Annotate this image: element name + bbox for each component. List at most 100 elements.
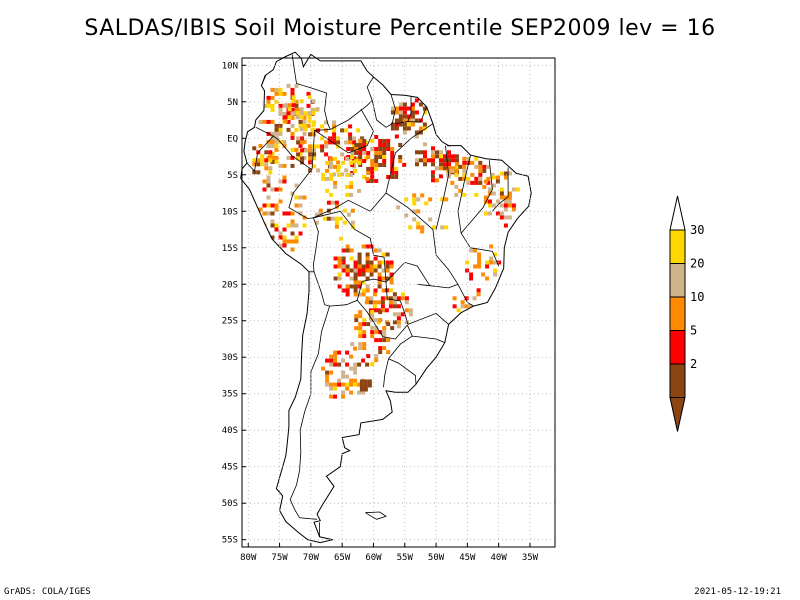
percentile-cell <box>361 268 366 273</box>
percentile-cell <box>337 350 342 355</box>
percentile-cell <box>365 268 370 273</box>
percentile-cell <box>330 200 335 205</box>
percentile-cell <box>443 166 447 171</box>
percentile-cell <box>308 156 313 161</box>
percentile-cell <box>478 180 483 185</box>
percentile-cell <box>420 193 425 198</box>
percentile-cell <box>447 150 451 155</box>
percentile-cell <box>374 318 379 323</box>
percentile-cell <box>268 166 273 171</box>
percentile-cell <box>469 248 474 253</box>
lon-tick-label: 70W <box>303 553 320 563</box>
percentile-cell <box>416 197 421 202</box>
percentile-cell <box>333 358 338 363</box>
percentile-cell <box>341 288 346 293</box>
percentile-cell <box>359 379 364 384</box>
percentile-cell <box>415 162 419 167</box>
percentile-cell <box>374 159 379 163</box>
percentile-cell <box>362 334 367 339</box>
percentile-cell <box>325 378 330 383</box>
percentile-cell <box>410 114 415 119</box>
percentile-cell <box>493 252 498 257</box>
percentile-cell <box>337 264 342 269</box>
percentile-cell <box>332 132 337 137</box>
percentile-cell <box>361 280 366 285</box>
percentile-cell <box>358 322 363 327</box>
percentile-cell <box>366 167 371 171</box>
percentile-cell <box>402 106 407 111</box>
percentile-cell <box>394 167 399 171</box>
lon-tick-label: 45W <box>459 553 476 563</box>
percentile-cell <box>299 115 304 120</box>
percentile-cell <box>374 358 379 363</box>
percentile-cell <box>412 193 417 198</box>
percentile-cell <box>422 110 427 115</box>
border-panama-colombia <box>261 75 267 86</box>
percentile-cell <box>392 300 397 305</box>
percentile-cell <box>333 256 338 261</box>
percentile-cell <box>361 264 366 269</box>
percentile-cell <box>354 151 359 155</box>
percentile-cell <box>324 144 329 149</box>
percentile-cell <box>266 103 271 108</box>
percentile-cell <box>460 300 465 305</box>
percentile-cell <box>378 318 383 323</box>
percentile-cell <box>274 147 279 152</box>
percentile-cell <box>444 197 449 202</box>
percentile-cell <box>344 140 349 145</box>
percentile-cell <box>349 366 354 371</box>
percentile-cell <box>329 160 334 165</box>
percentile-cell <box>381 268 386 273</box>
percentile-cell <box>406 126 411 131</box>
percentile-cell <box>329 382 334 387</box>
percentile-cell <box>390 175 395 179</box>
percentile-cell <box>353 366 358 371</box>
percentile-cell <box>385 264 390 269</box>
percentile-cell <box>357 280 362 285</box>
percentile-cell <box>477 252 482 257</box>
percentile-cell <box>282 243 287 248</box>
percentile-cell <box>419 158 423 163</box>
percentile-cell <box>357 292 362 297</box>
percentile-cell <box>266 195 271 200</box>
percentile-cell <box>352 144 357 149</box>
percentile-cell <box>390 171 395 175</box>
percentile-cell <box>469 276 474 281</box>
percentile-cell <box>435 150 439 155</box>
percentile-cell <box>372 300 377 305</box>
percentile-cell <box>358 330 363 335</box>
percentile-cell <box>270 107 275 112</box>
percentile-cell <box>290 191 295 196</box>
percentile-cell <box>381 260 386 265</box>
percentile-cell <box>404 300 409 305</box>
percentile-cell <box>392 292 397 297</box>
percentile-cell <box>483 195 488 200</box>
percentile-cell <box>491 191 496 196</box>
percentile-cell <box>345 362 350 367</box>
percentile-cell <box>470 160 475 165</box>
percentile-cell <box>377 264 382 269</box>
percentile-cell <box>400 292 405 297</box>
percentile-cell <box>314 212 319 217</box>
percentile-cell <box>452 296 457 301</box>
percentile-cell <box>287 115 292 120</box>
percentile-cell <box>431 178 435 183</box>
percentile-cell <box>396 312 401 317</box>
percentile-cell <box>382 163 387 167</box>
percentile-cell <box>278 131 283 136</box>
percentile-cell <box>380 304 385 309</box>
percentile-cell <box>428 217 433 222</box>
percentile-cell <box>353 382 358 387</box>
percentile-cell <box>299 111 304 116</box>
percentile-cell <box>462 192 467 197</box>
percentile-cell <box>278 243 283 248</box>
percentile-cell <box>345 272 350 277</box>
percentile-cell <box>256 162 261 167</box>
percentile-cell <box>270 223 275 228</box>
percentile-cell <box>283 119 288 124</box>
percentile-cell <box>333 180 338 185</box>
percentile-cell <box>283 115 288 120</box>
percentile-cell <box>344 128 349 133</box>
percentile-cell <box>345 192 350 197</box>
percentile-cell <box>493 260 498 265</box>
